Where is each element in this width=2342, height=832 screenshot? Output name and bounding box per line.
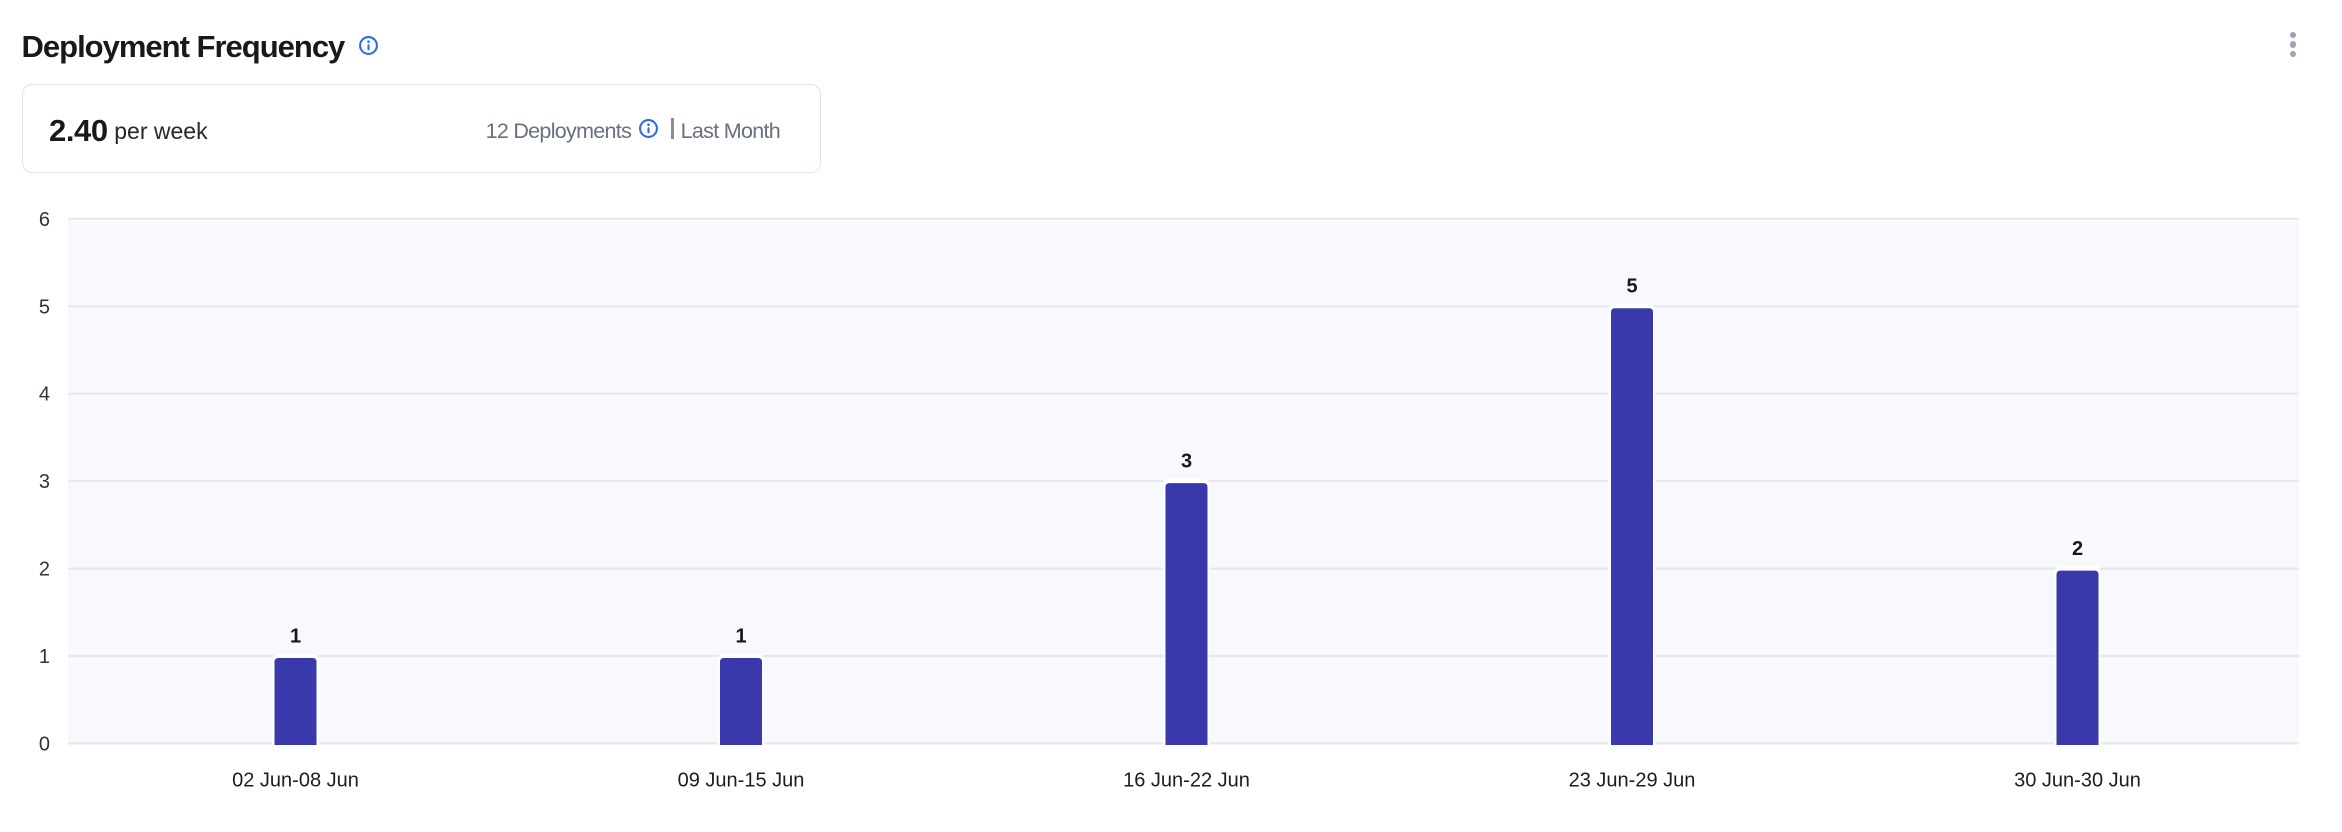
svg-text:23 Jun-29 Jun: 23 Jun-29 Jun — [1569, 770, 1696, 792]
svg-text:4: 4 — [39, 384, 50, 406]
svg-text:09 Jun-15 Jun: 09 Jun-15 Jun — [678, 770, 805, 792]
svg-text:1: 1 — [735, 626, 746, 648]
svg-text:5: 5 — [1626, 276, 1637, 298]
svg-text:0: 0 — [39, 734, 50, 756]
svg-text:6: 6 — [39, 209, 50, 231]
svg-text:2: 2 — [39, 559, 50, 581]
svg-text:30 Jun-30 Jun: 30 Jun-30 Jun — [2014, 770, 2141, 792]
svg-text:2: 2 — [2072, 538, 2083, 560]
svg-text:16 Jun-22 Jun: 16 Jun-22 Jun — [1123, 770, 1250, 792]
svg-text:3: 3 — [39, 471, 50, 493]
svg-text:3: 3 — [1181, 451, 1192, 473]
svg-text:02 Jun-08 Jun: 02 Jun-08 Jun — [232, 770, 359, 792]
svg-text:5: 5 — [39, 296, 50, 318]
svg-text:1: 1 — [39, 646, 50, 668]
svg-text:1: 1 — [290, 626, 301, 648]
